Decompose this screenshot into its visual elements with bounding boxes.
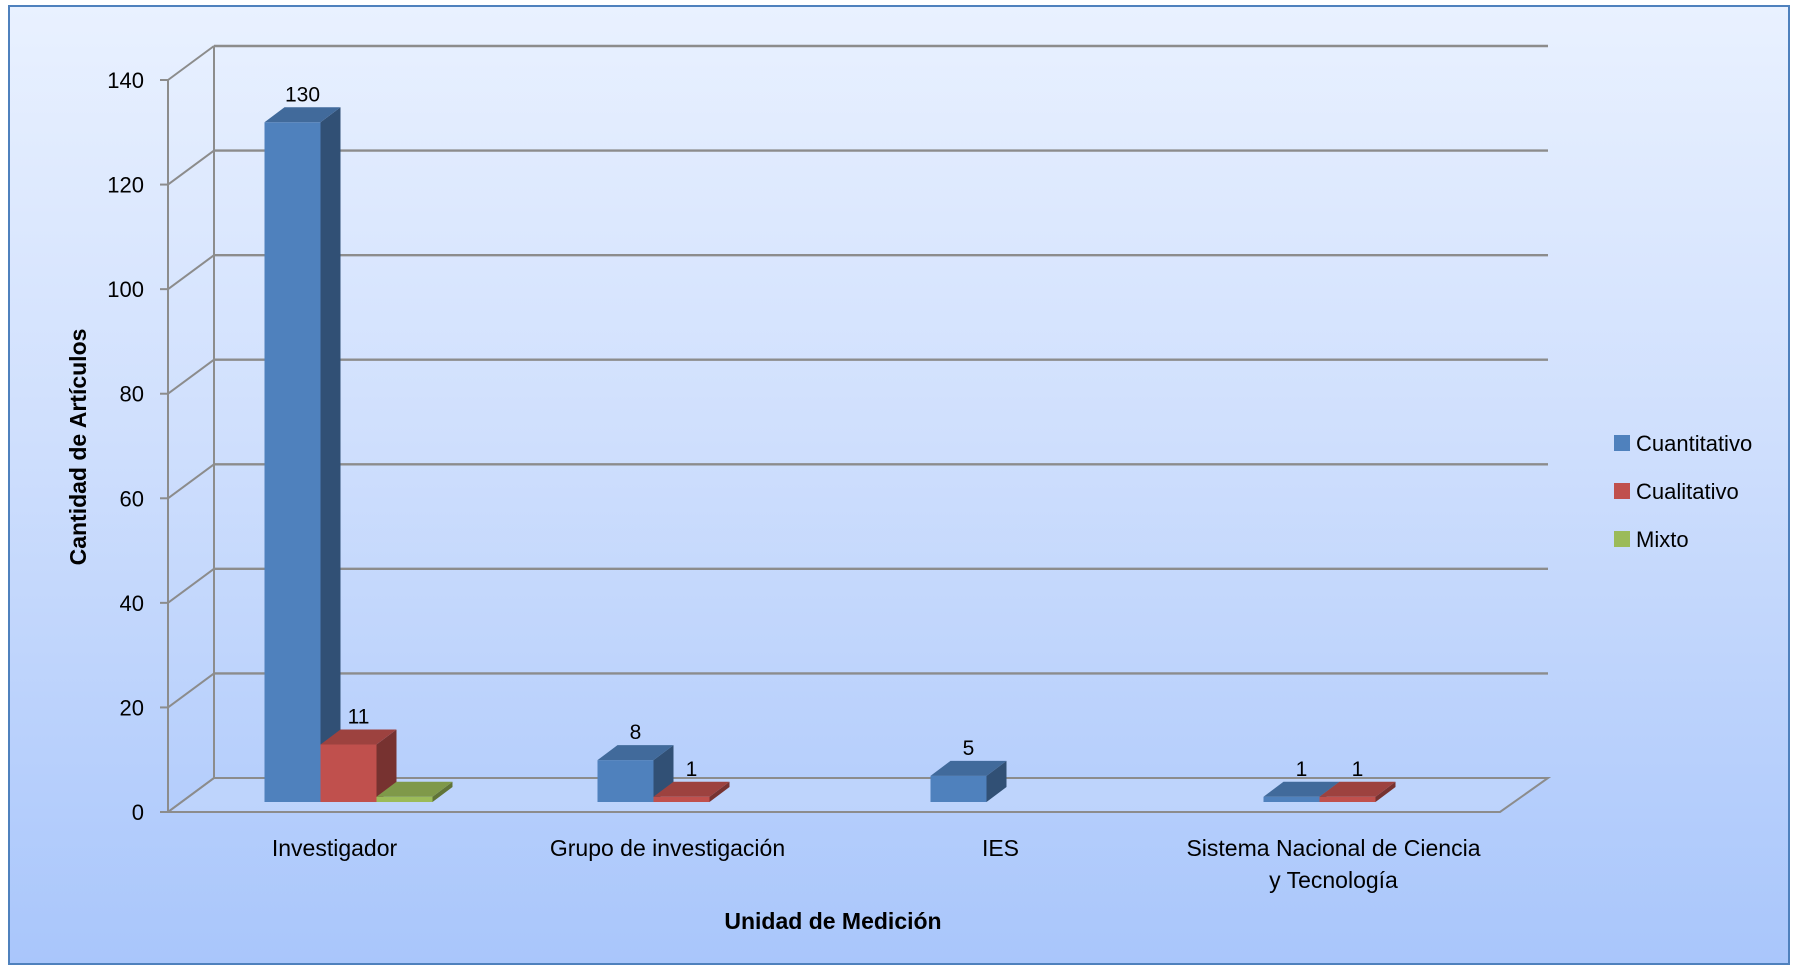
bar-cuantitativo-0 [264, 107, 341, 803]
data-label: 1 [686, 758, 698, 781]
x-category-label: Investigador [272, 835, 398, 861]
y-tick-label: 40 [120, 591, 144, 616]
bar-front [376, 796, 433, 802]
side-wall-line [167, 149, 215, 186]
x-category-label: Grupo de investigación [550, 835, 785, 861]
data-label: 11 [348, 705, 370, 728]
bar-layer [264, 107, 1396, 803]
legend-label: Cuantitativo [1636, 431, 1752, 456]
bar-top [1263, 781, 1340, 797]
x-axis-title: Unidad de Medición [724, 908, 941, 934]
bar-front [930, 775, 987, 802]
bar-cuantitativo-2 [930, 760, 1007, 802]
bar-front [597, 760, 654, 802]
y-axis-title: Cantidad de Artículos [65, 329, 91, 566]
data-label: 130 [285, 83, 320, 106]
legend-label: Mixto [1636, 527, 1689, 552]
bar-front [320, 744, 377, 802]
side-wall-line [167, 568, 215, 604]
y-tick-label: 140 [107, 68, 144, 93]
bar-front [1319, 796, 1376, 802]
side-wall-line [167, 777, 215, 813]
x-category-label: IES [982, 835, 1019, 861]
legend-swatch [1614, 435, 1630, 451]
bar-front [1263, 796, 1320, 802]
bar-top [1319, 781, 1396, 797]
y-tick-label: 100 [107, 277, 144, 302]
bar-side [1375, 781, 1396, 802]
y-tick-label: 60 [120, 486, 144, 511]
bar-top [320, 729, 397, 745]
legend: Cuantitativo Cualitativo Mixto [1614, 431, 1752, 552]
side-wall-line [167, 45, 215, 81]
y-tick-label: 20 [120, 695, 144, 720]
legend-swatch [1614, 531, 1630, 547]
y-tick-label: 0 [132, 800, 144, 825]
y-tick-label: 120 [107, 173, 144, 198]
bar-side [320, 107, 341, 803]
side-wall-line [167, 463, 215, 500]
side-wall-line [167, 254, 215, 290]
data-label: 8 [630, 721, 642, 744]
side-wall-line [167, 358, 215, 395]
side-wall-line [167, 672, 215, 709]
bar-front [264, 122, 321, 803]
bar-side [986, 760, 1007, 802]
y-tick-label: 80 [120, 382, 144, 407]
bar-top [653, 781, 730, 797]
legend-label: Cualitativo [1636, 479, 1739, 504]
bar-side [376, 729, 397, 802]
bar-cualitativo-0 [320, 729, 397, 802]
x-category-label: y Tecnología [1269, 867, 1398, 893]
bar-side [709, 781, 730, 802]
data-label: 1 [1352, 758, 1364, 781]
x-category-label: Sistema Nacional de Ciencia [1186, 835, 1480, 861]
bar-cuantitativo-1 [597, 745, 674, 802]
legend-swatch [1614, 483, 1630, 499]
bar-side [432, 781, 453, 802]
data-label: 1 [1296, 758, 1308, 781]
data-label: 5 [963, 737, 975, 760]
grid-layer: 0 20 40 60 80 100 120 140 [107, 44, 1552, 825]
bar-top [930, 760, 1007, 776]
bar-top [376, 781, 453, 797]
bar-top [597, 745, 674, 761]
bar-front [653, 796, 710, 802]
bar-mixto-0 [376, 781, 453, 802]
bar-cualitativo-3 [1319, 781, 1396, 802]
bar-cualitativo-1 [653, 781, 730, 802]
bar-top [264, 107, 341, 123]
